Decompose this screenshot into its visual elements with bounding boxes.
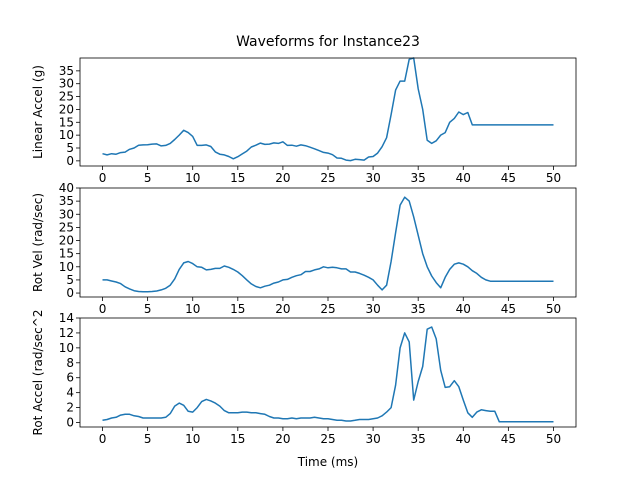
- y-axis-label: Rot Accel (rad/sec^2: [31, 310, 45, 436]
- x-tick-label: 50: [546, 432, 561, 446]
- x-tick-label: 50: [546, 171, 561, 185]
- x-tick-label: 5: [144, 432, 152, 446]
- x-tick-label: 30: [365, 302, 380, 316]
- y-tick-label: 6: [66, 371, 74, 385]
- y-tick-label: 15: [59, 247, 74, 261]
- x-tick-label: 15: [230, 171, 245, 185]
- y-tick-label: 0: [66, 286, 74, 300]
- y-tick-label: 5: [66, 141, 74, 155]
- figure-title: Waveforms for Instance23: [236, 34, 420, 50]
- y-tick-label: 20: [59, 102, 74, 116]
- y-tick-label: 35: [59, 64, 74, 78]
- x-tick-label: 25: [320, 171, 335, 185]
- x-tick-label: 10: [185, 302, 200, 316]
- y-tick-label: 4: [66, 386, 74, 400]
- x-tick-label: 5: [144, 302, 152, 316]
- y-tick-label: 15: [59, 115, 74, 129]
- x-tick-label: 10: [185, 171, 200, 185]
- y-tick-label: 14: [59, 311, 74, 325]
- y-tick-label: 12: [59, 326, 74, 340]
- y-tick-label: 20: [59, 234, 74, 248]
- x-tick-label: 30: [365, 171, 380, 185]
- x-tick-label: 35: [411, 302, 426, 316]
- axes-frame: [79, 317, 577, 428]
- x-tick-label: 20: [275, 171, 290, 185]
- y-tick-label: 25: [59, 90, 74, 104]
- x-tick-label: 0: [99, 302, 107, 316]
- x-tick-label: 45: [501, 171, 516, 185]
- x-tick-label: 35: [411, 432, 426, 446]
- y-tick-label: 40: [59, 181, 74, 195]
- x-tick-label: 5: [144, 171, 152, 185]
- x-tick-label: 40: [456, 432, 471, 446]
- y-tick-label: 35: [59, 194, 74, 208]
- x-tick-label: 20: [275, 432, 290, 446]
- y-tick-label: 10: [59, 260, 74, 274]
- y-tick-label: 10: [59, 341, 74, 355]
- x-tick-label: 30: [365, 432, 380, 446]
- axes-frame: [79, 57, 577, 167]
- series-line-3-1: [102, 326, 554, 423]
- x-tick-label: 40: [456, 171, 471, 185]
- x-tick-label: 25: [320, 432, 335, 446]
- y-tick-label: 30: [59, 77, 74, 91]
- x-tick-label: 45: [501, 432, 516, 446]
- y-tick-label: 8: [66, 356, 74, 370]
- y-axis-label: Linear Accel (g): [31, 65, 45, 159]
- x-tick-label: 20: [275, 302, 290, 316]
- subplot-1: 0 5 10 15 20 25 30 35 40 45 5005101520253035Linear…: [31, 57, 577, 185]
- x-tick-label: 15: [230, 432, 245, 446]
- y-tick-label: 0: [66, 416, 74, 430]
- x-tick-label: 0: [99, 432, 107, 446]
- y-tick-label: 25: [59, 220, 74, 234]
- x-tick-label: 0: [99, 171, 107, 185]
- y-tick-label: 30: [59, 207, 74, 221]
- x-tick-label: 45: [501, 302, 516, 316]
- x-tick-label: 35: [411, 171, 426, 185]
- x-tick-label: 10: [185, 432, 200, 446]
- subplot-2: 0 5 10 15 20 25 30 35 40 45 500510152025303540Rot …: [31, 181, 577, 316]
- y-axis-label: Rot Vel (rad/sec): [31, 193, 45, 292]
- x-axis-label: Time (ms): [297, 455, 359, 469]
- x-tick-label: 15: [230, 302, 245, 316]
- x-tick-label: 25: [320, 302, 335, 316]
- y-tick-label: 0: [66, 154, 74, 168]
- x-tick-label: 40: [456, 302, 471, 316]
- y-tick-label: 2: [66, 401, 74, 415]
- x-tick-label: 50: [546, 302, 561, 316]
- series-line-1-1: [102, 57, 554, 162]
- series-line-2-1: [102, 196, 554, 293]
- y-tick-label: 10: [59, 128, 74, 142]
- y-tick-label: 5: [66, 273, 74, 287]
